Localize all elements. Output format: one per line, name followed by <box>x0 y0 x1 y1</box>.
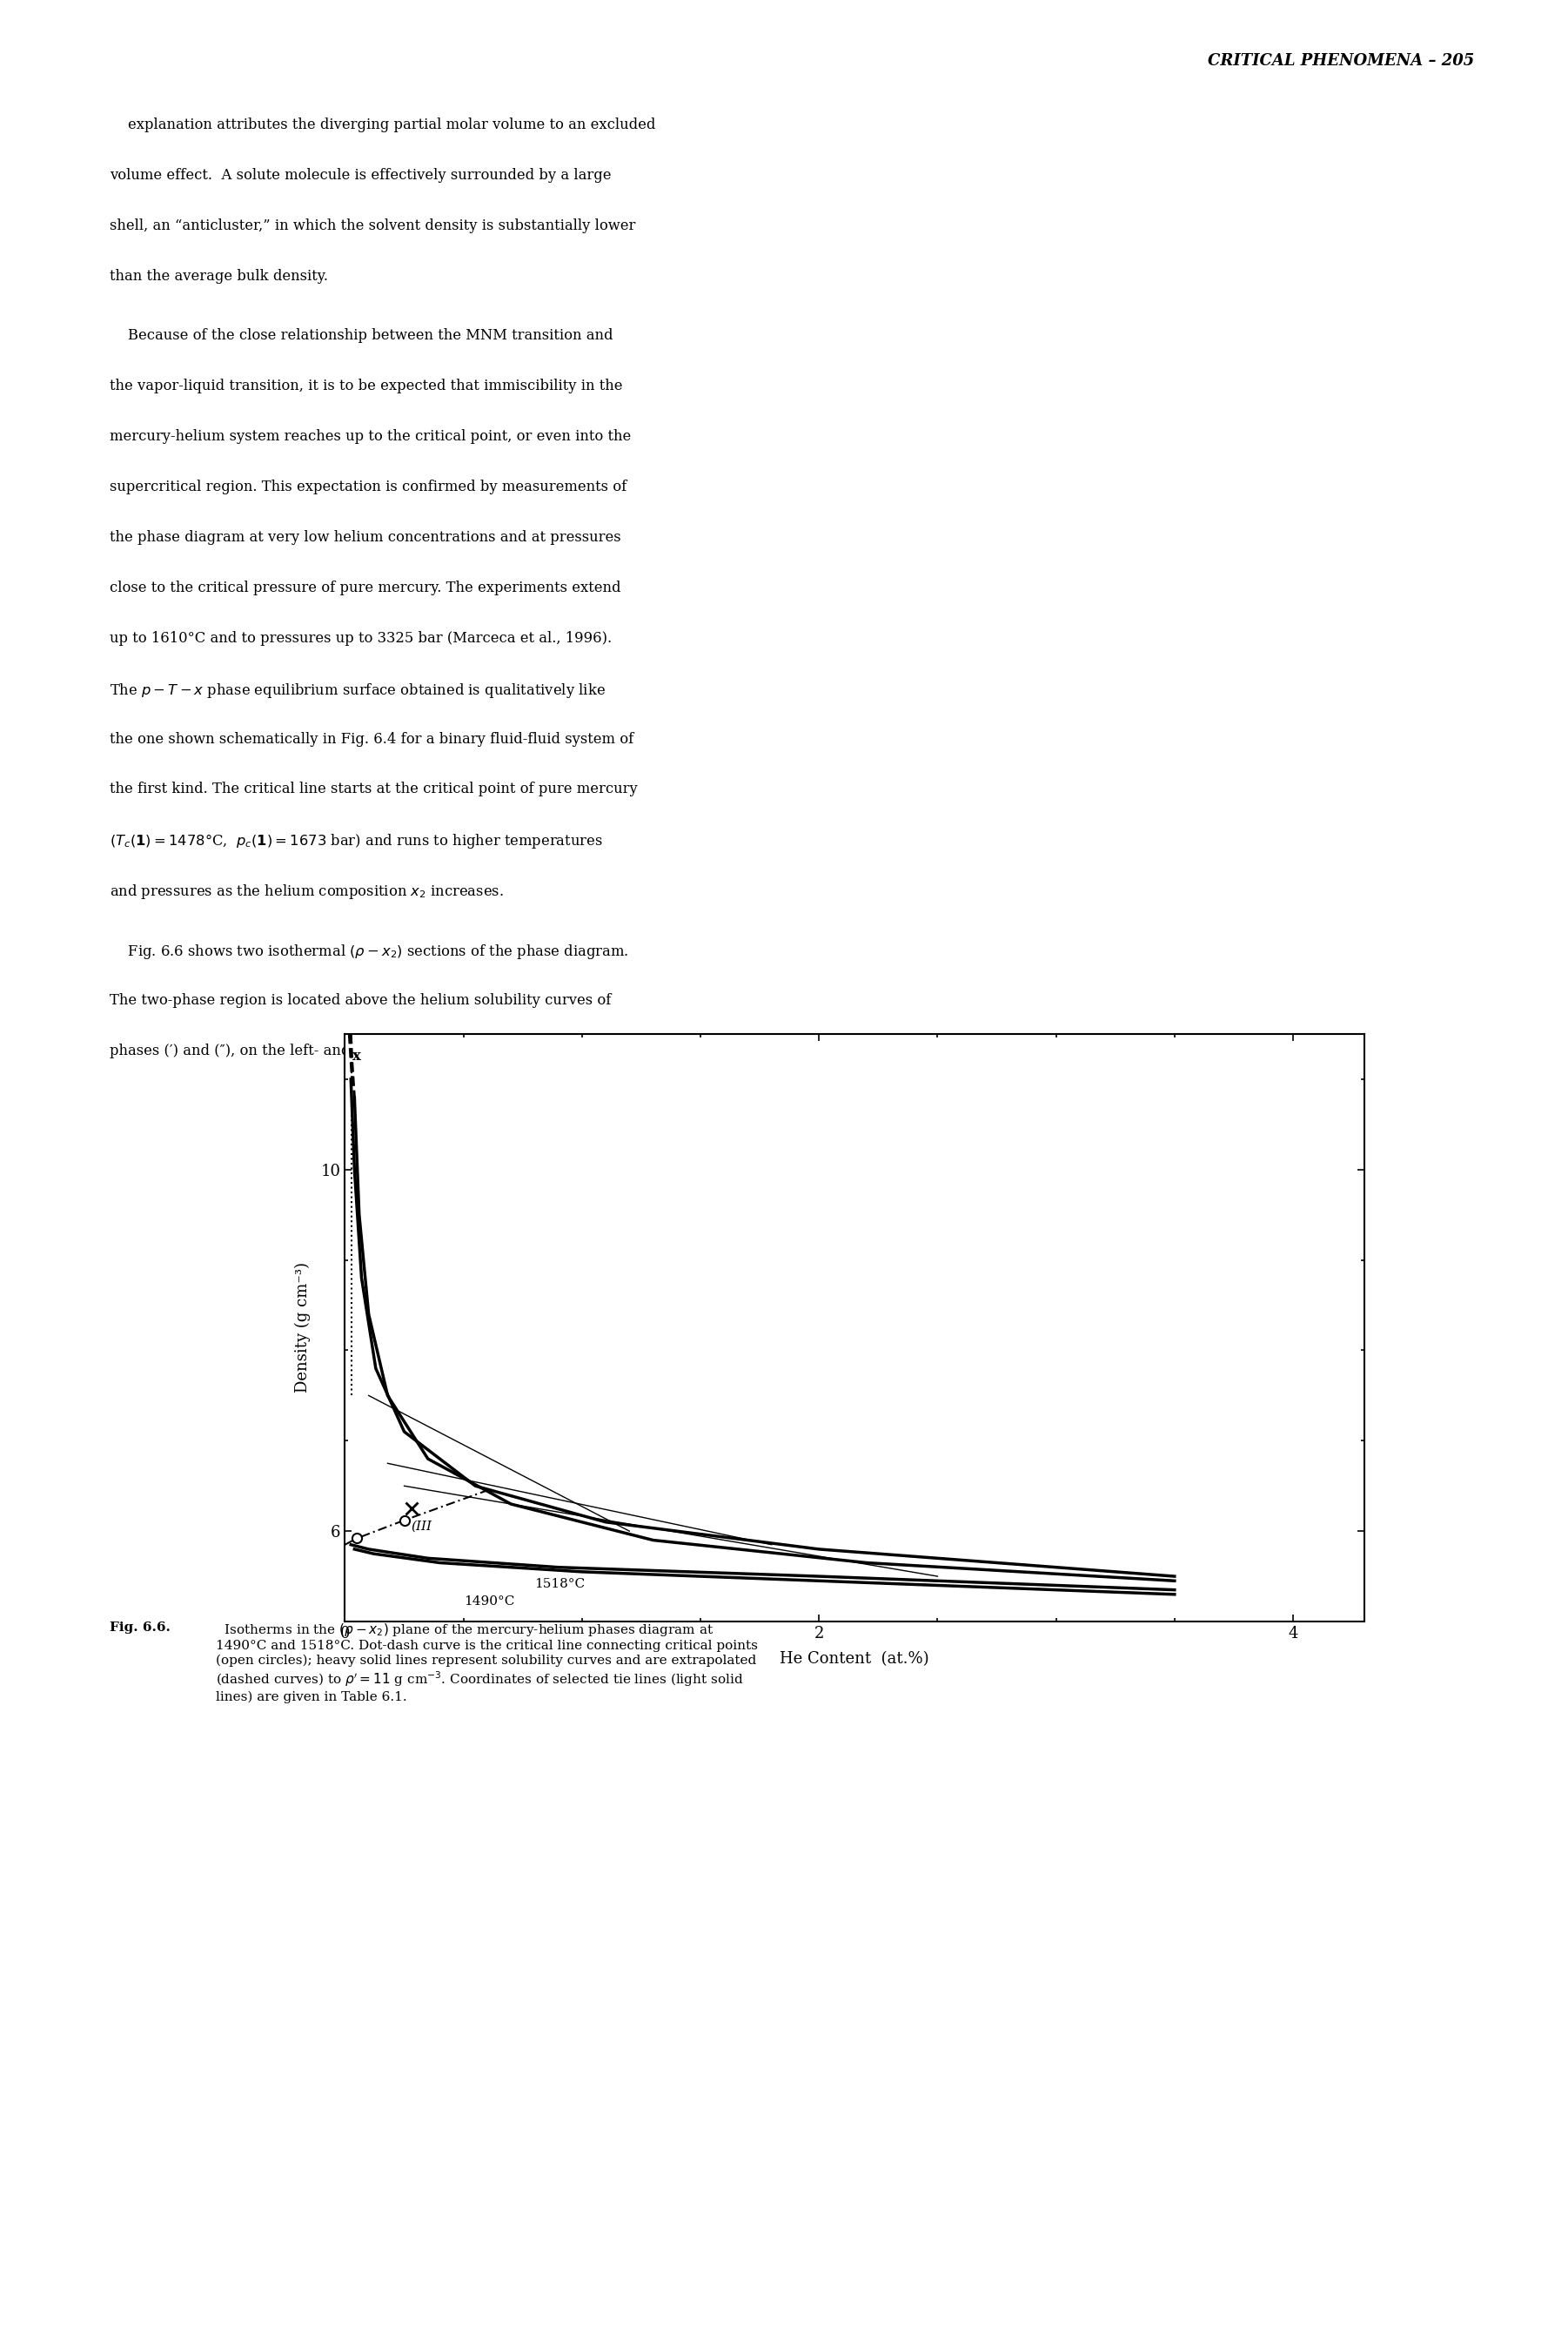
Text: the one shown schematically in Fig. 6.4 for a binary fluid-fluid system of: the one shown schematically in Fig. 6.4 … <box>110 731 633 747</box>
Text: Fig. 6.6 shows two isothermal $(ρ - x_2)$ sections of the phase diagram.: Fig. 6.6 shows two isothermal $(ρ - x_2)… <box>110 942 629 961</box>
X-axis label: He Content  (at.%): He Content (at.%) <box>779 1652 930 1666</box>
Text: Because of the close relationship between the MNM transition and: Because of the close relationship betwee… <box>110 329 613 343</box>
Text: the first kind. The critical line starts at the critical point of pure mercury: the first kind. The critical line starts… <box>110 783 638 797</box>
Text: than the average bulk density.: than the average bulk density. <box>110 268 328 284</box>
Text: shell, an “anticluster,” in which the solvent density is substantially lower: shell, an “anticluster,” in which the so… <box>110 219 635 233</box>
Text: explanation attributes the diverging partial molar volume to an excluded: explanation attributes the diverging par… <box>110 118 655 132</box>
Text: up to 1610°C and to pressures up to 3325 bar (Marceca et al., 1996).: up to 1610°C and to pressures up to 3325… <box>110 630 612 646</box>
Text: x: x <box>353 1048 361 1065</box>
Text: phases (′) and (″), on the left- and right-hand sides of the critical line,: phases (′) and (″), on the left- and rig… <box>110 1043 610 1058</box>
Text: mercury-helium system reaches up to the critical point, or even into the: mercury-helium system reaches up to the … <box>110 430 632 444</box>
Text: Isotherms in the $(\rho-x_2)$ plane of the mercury-helium phases diagram at
1490: Isotherms in the $(\rho-x_2)$ plane of t… <box>216 1621 759 1704</box>
Text: close to the critical pressure of pure mercury. The experiments extend: close to the critical pressure of pure m… <box>110 580 621 595</box>
Text: 1518°C: 1518°C <box>535 1577 585 1591</box>
Text: supercritical region. This expectation is confirmed by measurements of: supercritical region. This expectation i… <box>110 479 627 494</box>
Y-axis label: Density (g cm⁻³): Density (g cm⁻³) <box>295 1262 310 1394</box>
Text: Fig. 6.6.: Fig. 6.6. <box>110 1621 171 1633</box>
Text: volume effect.  A solute molecule is effectively surrounded by a large: volume effect. A solute molecule is effe… <box>110 167 612 183</box>
Text: the vapor-liquid transition, it is to be expected that immiscibility in the: the vapor-liquid transition, it is to be… <box>110 378 622 392</box>
Text: and pressures as the helium composition $x_2$ increases.: and pressures as the helium composition … <box>110 884 503 900</box>
Text: the phase diagram at very low helium concentrations and at pressures: the phase diagram at very low helium con… <box>110 531 621 545</box>
Text: CRITICAL PHENOMENA – 205: CRITICAL PHENOMENA – 205 <box>1207 54 1474 68</box>
Text: The two-phase region is located above the helium solubility curves of: The two-phase region is located above th… <box>110 992 612 1008</box>
Text: The $p - T - x$ phase equilibrium surface obtained is qualitatively like: The $p - T - x$ phase equilibrium surfac… <box>110 682 605 700</box>
Text: 1490°C: 1490°C <box>464 1596 514 1607</box>
Text: (III: (III <box>411 1520 433 1532</box>
Text: $(T_c(\mathbf{1}) = 1478°$C,  $p_c(\mathbf{1}) = 1673$ bar) and runs to higher t: $(T_c(\mathbf{1}) = 1478°$C, $p_c(\mathb… <box>110 832 604 851</box>
